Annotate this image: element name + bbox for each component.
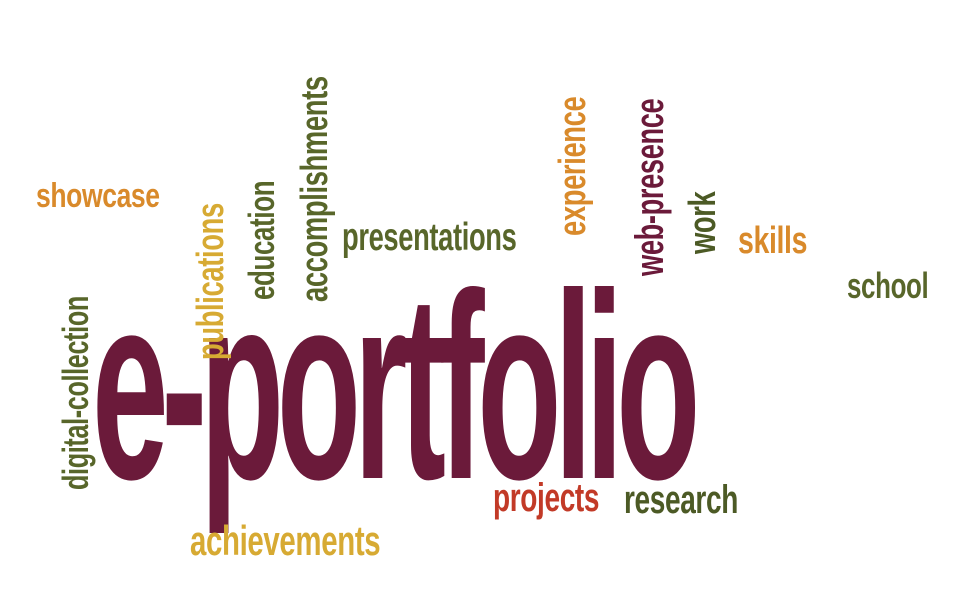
word-presentations: presentations [342, 216, 517, 259]
word-work: work [682, 191, 724, 254]
word-school: school [847, 265, 929, 306]
word-publications: publications [190, 203, 232, 360]
word-showcase: showcase [36, 177, 160, 215]
word-accomplishments: accomplishments [294, 76, 336, 302]
word-skills: skills [738, 220, 808, 262]
word-education: education [241, 180, 282, 300]
word-projects: projects [493, 476, 600, 520]
word-research: research [624, 478, 738, 522]
word-achievements: achievements [190, 517, 381, 564]
main-word-e-portfolio: e-portfolio [92, 239, 700, 535]
word-web-presence: web-presence [628, 98, 672, 276]
word-experience: experience [552, 96, 594, 236]
word-digital-collection: digital-collection [55, 296, 96, 490]
